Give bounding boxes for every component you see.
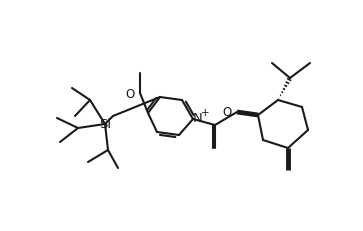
Text: Si: Si	[99, 118, 111, 131]
Text: N: N	[193, 112, 203, 125]
Text: +: +	[201, 108, 209, 118]
Text: O: O	[126, 88, 135, 101]
Text: O: O	[223, 106, 232, 119]
